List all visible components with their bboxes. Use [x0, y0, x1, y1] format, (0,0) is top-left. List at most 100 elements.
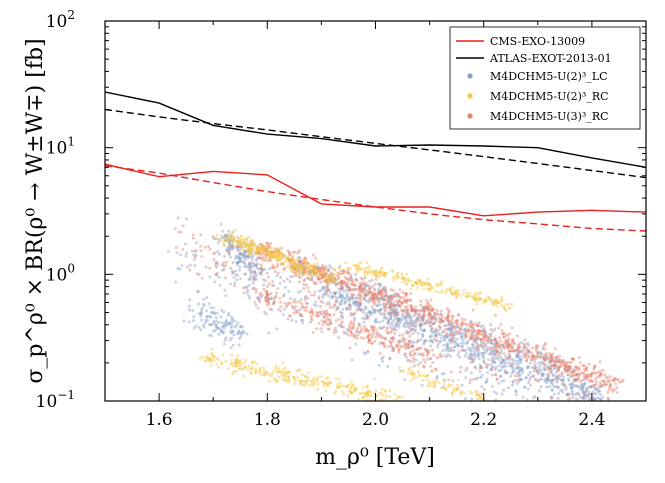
scatter-point-m4dchm5-u-3-rc-b2	[493, 368, 497, 371]
scatter-point-m4dchm5-u-2-lc-b2	[405, 309, 409, 313]
scatter-point-m4dchm5-u-3-rc-b1	[340, 320, 344, 324]
scatter-point-m4dchm5-u-2-rc-b0	[215, 233, 219, 237]
scatter-point-m4dchm5-u-2-lc-b2	[340, 293, 344, 297]
scatter-point-m4dchm5-u-3-rc-b2	[506, 356, 510, 360]
scatter-point-m4dchm5-u-2-rc-b1	[377, 275, 381, 278]
scatter-point-m4dchm5-u-3-rc-b0	[523, 353, 527, 357]
scatter-point-m4dchm5-u-2-lc-b3	[526, 353, 530, 357]
scatter-point-m4dchm5-u-3-rc-b2	[276, 271, 280, 275]
scatter-point-m4dchm5-u-3-rc-b1	[287, 302, 290, 306]
scatter-point-m4dchm5-u-2-rc-b2	[379, 391, 382, 395]
scatter-point-m4dchm5-u-2-lc-b2	[510, 364, 514, 368]
scatter-point-m4dchm5-u-3-rc-b1	[406, 342, 410, 346]
scatter-point-m4dchm5-u-3-rc-b0	[308, 271, 312, 275]
scatter-point-m4dchm5-u-3-rc-b0	[396, 292, 400, 296]
scatter-point-m4dchm5-u-3-rc-b2	[483, 387, 486, 391]
scatter-point-m4dchm5-u-3-rc-b0	[429, 309, 432, 313]
scatter-point-m4dchm5-u-3-rc-b0	[428, 312, 432, 316]
scatter-point-m4dchm5-u-2-rc-b3	[410, 371, 414, 375]
scatter-point-m4dchm5-u-2-rc-b2	[281, 371, 285, 375]
scatter-point-m4dchm5-u-2-lc-b2	[430, 339, 434, 343]
scatter-point-m4dchm5-u-2-rc-b0	[316, 269, 320, 273]
scatter-point-m4dchm5-u-2-rc-b2	[234, 369, 238, 373]
scatter-point-m4dchm5-u-2-rc-b0	[247, 246, 251, 250]
scatter-point-m4dchm5-u-3-rc-b0	[451, 315, 455, 319]
scatter-point-m4dchm5-u-2-lc-b2	[430, 330, 434, 334]
scatter-point-m4dchm5-u-2-rc-b0	[299, 269, 303, 273]
scatter-point-m4dchm5-u-3-rc-b1	[409, 359, 413, 363]
scatter-point-m4dchm5-u-2-lc-b2	[415, 318, 419, 322]
scatter-point-m4dchm5-u-2-rc-b2	[315, 379, 319, 383]
scatter-point-m4dchm5-u-2-rc-b2	[338, 386, 342, 390]
scatter-point-m4dchm5-u-2-rc-b0	[282, 253, 286, 257]
scatter-point-m4dchm5-u-2-lc-b0	[243, 253, 246, 256]
scatter-point-m4dchm5-u-2-lc-b2	[465, 342, 469, 345]
scatter-point-m4dchm5-u-2-lc-b2	[403, 321, 407, 325]
scatter-point-m4dchm5-u-2-lc-b2	[398, 316, 402, 320]
scatter-point-m4dchm5-u-2-rc-b2	[312, 383, 316, 387]
scatter-point-m4dchm5-u-2-rc-b1	[400, 277, 404, 281]
scatter-point-m4dchm5-u-2-lc-b1	[230, 336, 233, 340]
scatter-point-m4dchm5-u-3-rc-b0	[431, 316, 435, 320]
scatter-point-m4dchm5-u-3-rc-b0	[404, 299, 408, 303]
scatter-point-m4dchm5-u-3-rc-b0	[534, 345, 538, 348]
scatter-point-m4dchm5-u-2-rc-b2	[211, 354, 215, 358]
scatter-point-m4dchm5-u-2-rc-b0	[311, 271, 315, 275]
scatter-point-m4dchm5-u-3-rc-b0	[319, 270, 323, 274]
scatter-point-m4dchm5-u-3-rc-b0	[486, 338, 490, 342]
scatter-point-m4dchm5-u-2-rc-b0	[232, 236, 236, 240]
scatter-point-m4dchm5-u-2-lc-b1	[215, 325, 219, 329]
scatter-point-m4dchm5-u-3-rc-b2	[262, 278, 265, 282]
scatter-point-m4dchm5-u-3-rc-b0	[379, 290, 383, 294]
scatter-point-m4dchm5-u-2-rc-b2	[201, 355, 205, 359]
scatter-point-m4dchm5-u-2-lc-b3	[373, 282, 377, 286]
scatter-point-m4dchm5-u-3-rc-b0	[323, 279, 327, 283]
scatter-point-m4dchm5-u-2-lc-b2	[479, 342, 483, 346]
scatter-point-m4dchm5-u-2-rc-b2	[247, 364, 251, 368]
scatter-point-m4dchm5-u-2-rc-b0	[230, 232, 234, 236]
scatter-point-m4dchm5-u-2-rc-b2	[327, 380, 331, 384]
scatter-point-m4dchm5-u-3-rc-b0	[308, 278, 312, 282]
scatter-point-m4dchm5-u-2-lc-b2	[520, 367, 524, 371]
scatter-point-m4dchm5-u-2-lc-b0	[226, 238, 230, 242]
scatter-point-m4dchm5-u-2-lc-b3	[421, 306, 425, 310]
scatter-point-m4dchm5-u-3-rc-b0	[359, 283, 363, 287]
scatter-point-m4dchm5-u-2-lc-b2	[387, 313, 391, 317]
scatter-point-m4dchm5-u-2-lc-b4	[214, 237, 218, 241]
scatter-point-m4dchm5-u-2-lc-b0	[236, 249, 240, 253]
scatter-point-m4dchm5-u-2-lc-b2	[347, 296, 351, 300]
scatter-point-m4dchm5-u-3-rc-b1	[301, 321, 305, 325]
scatter-point-m4dchm5-u-2-lc-b4	[208, 275, 212, 279]
scatter-point-m4dchm5-u-2-lc-b2	[342, 296, 346, 300]
scatter-point-m4dchm5-u-2-lc-b1	[202, 298, 206, 302]
scatter-point-m4dchm5-u-2-rc-b3	[425, 374, 429, 378]
scatter-point-m4dchm5-u-3-rc-b0	[437, 320, 441, 323]
scatter-point-m4dchm5-u-2-lc-b4	[410, 339, 414, 343]
scatter-point-m4dchm5-u-2-lc-b0	[243, 245, 247, 249]
scatter-point-m4dchm5-u-2-lc-b4	[312, 303, 316, 307]
scatter-point-m4dchm5-u-2-lc-b3	[475, 341, 479, 345]
scatter-point-m4dchm5-u-2-lc-b3	[506, 343, 510, 347]
scatter-point-m4dchm5-u-2-lc-b4	[251, 287, 255, 291]
scatter-point-m4dchm5-u-2-lc-b3	[495, 341, 499, 345]
scatter-point-m4dchm5-u-3-rc-b0	[446, 312, 450, 316]
scatter-point-m4dchm5-u-2-rc-b2	[236, 364, 240, 368]
scatter-point-m4dchm5-u-2-rc-b1	[400, 272, 404, 276]
scatter-point-m4dchm5-u-3-rc-b2	[525, 359, 529, 362]
scatter-point-m4dchm5-u-2-lc-b0	[250, 251, 254, 254]
scatter-point-m4dchm5-u-2-rc-b2	[322, 382, 326, 386]
scatter-point-m4dchm5-u-2-lc-b2	[319, 280, 323, 284]
scatter-point-m4dchm5-u-3-rc-b0	[497, 326, 501, 330]
scatter-point-m4dchm5-u-3-rc-b0	[461, 322, 465, 326]
scatter-point-m4dchm5-u-3-rc-b0	[362, 287, 366, 291]
scatter-point-m4dchm5-u-3-rc-b0	[287, 258, 291, 262]
scatter-point-m4dchm5-u-2-lc-b2	[489, 363, 493, 367]
scatter-point-m4dchm5-u-2-lc-b3	[394, 294, 398, 297]
scatter-point-m4dchm5-u-2-lc-b0	[242, 254, 246, 258]
y-tick-label: 101	[46, 135, 75, 159]
scatter-point-m4dchm5-u-3-rc-b0	[501, 345, 505, 349]
scatter-point-m4dchm5-u-2-lc-b2	[409, 319, 412, 323]
scatter-point-m4dchm5-u-2-rc-b2	[242, 374, 246, 378]
scatter-point-m4dchm5-u-2-lc-b4	[350, 358, 354, 362]
scatter-point-m4dchm5-u-2-rc-b1	[433, 289, 437, 293]
